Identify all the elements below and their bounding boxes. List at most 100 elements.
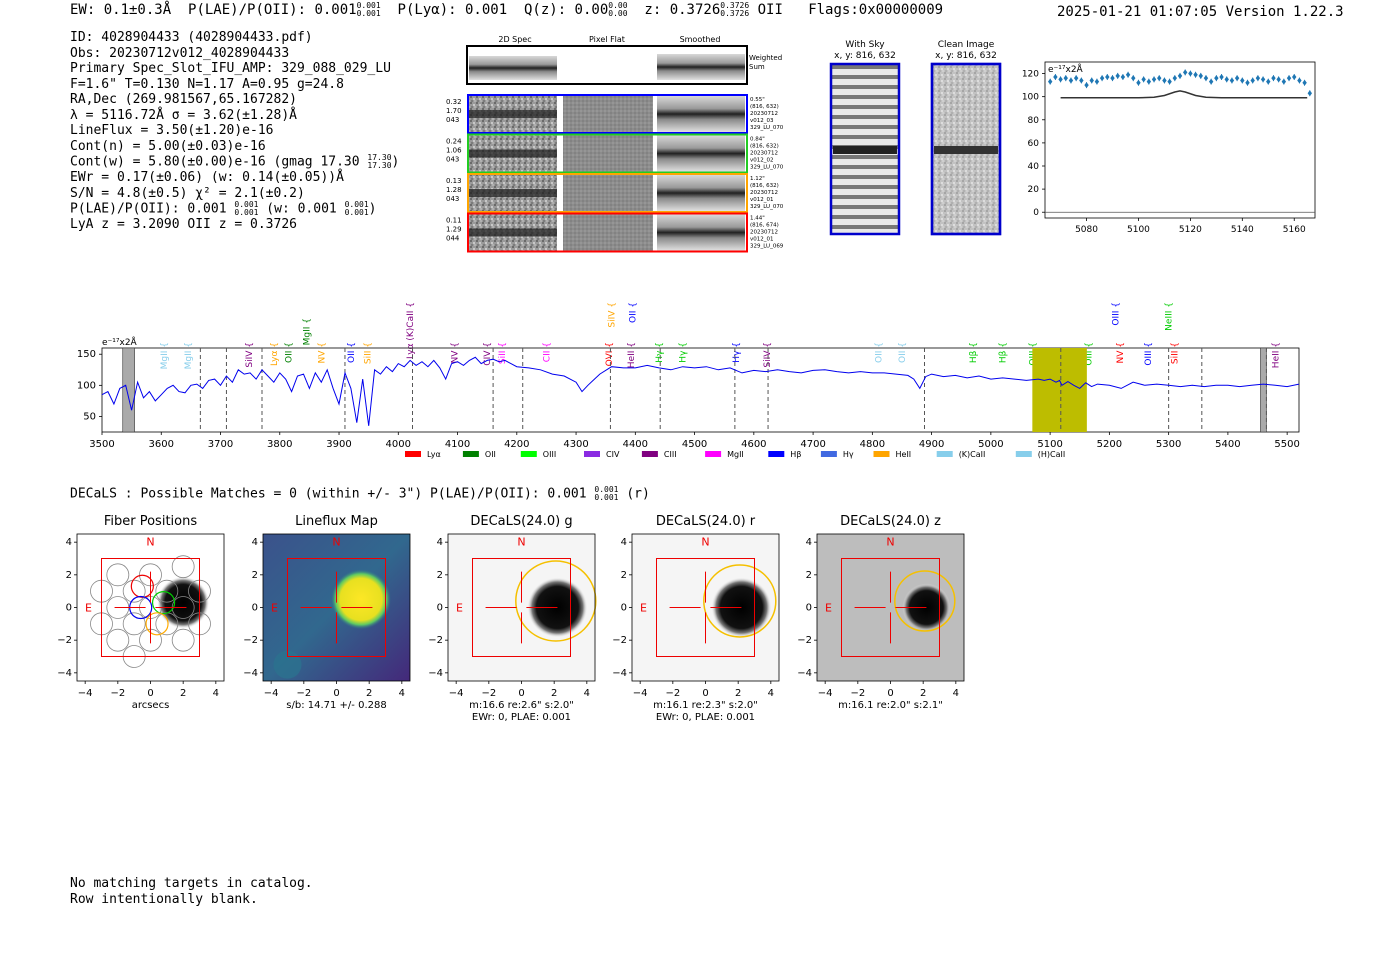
- panel-xtick-label: −2: [110, 688, 125, 699]
- zoom-ytick-label: 20: [1028, 185, 1040, 195]
- header-plae-sup: 0.001: [356, 1, 381, 10]
- zoom-point: [1307, 90, 1313, 97]
- info-lineflux: LineFlux = 3.50(±1.20)e-16: [70, 123, 274, 138]
- panel-ytick-label: 4: [806, 537, 812, 548]
- col-header-pixelflat: Pixel Flat: [589, 35, 625, 44]
- panel-xtick-label: 4: [584, 688, 590, 699]
- cutout-pixelflat: [563, 96, 653, 132]
- spectrum-xtick-label: 4900: [919, 439, 944, 450]
- zoom-ytick-label: 0: [1033, 208, 1039, 218]
- cutout-2dspec-trace: [469, 110, 557, 118]
- zoom-point: [1162, 77, 1167, 84]
- col-header-smoothed: Smoothed: [680, 35, 721, 44]
- info-obs: Obs: 20230712v012_4028904433: [70, 45, 290, 61]
- legend-swatch: [405, 451, 421, 457]
- spectrum-line-label: MgII {: [302, 318, 312, 345]
- fiber-circle: [122, 612, 146, 636]
- fiber-circle: [122, 579, 146, 603]
- panel-ytick-label: 0: [621, 603, 627, 614]
- spectrum-line-label: CII {: [542, 342, 552, 362]
- search-box: [287, 558, 386, 657]
- info-contw-end: ): [391, 154, 400, 170]
- zoom-point: [1224, 76, 1229, 83]
- legend-swatch: [936, 451, 953, 457]
- info-contw-text: Cont(w) = 5.80(±0.00)e-16 (gmag 17.30: [70, 154, 360, 170]
- panel-ytick-label: 2: [66, 570, 72, 581]
- zoom-point: [1063, 75, 1068, 82]
- cutout-row-frame: [467, 173, 748, 213]
- spectrum-line-label: SiII {: [1171, 342, 1181, 364]
- info-contw: Cont(w) = 5.80(±0.00)e-16 (gmag 17.30 17…: [70, 154, 399, 170]
- panel-xtick-label: 4: [953, 688, 959, 699]
- legend-swatch: [462, 451, 479, 457]
- cutout-row-right-label: 329_LU_070: [750, 204, 784, 210]
- north-label: N: [146, 535, 154, 548]
- zoom-xtick-label: 5140: [1231, 225, 1254, 232]
- cutout-row-right-label: 329_LU_070: [750, 125, 784, 131]
- header-plae-sub: 0.001: [356, 9, 381, 18]
- info-sn: S/N = 4.8(±0.5) χ² = 2.1(±0.2): [70, 185, 305, 201]
- header-qz: Q(z): 0.00: [523, 2, 609, 18]
- spectrum-xtick-label: 3700: [208, 439, 233, 450]
- spectrum-xtick-label: 3800: [267, 439, 292, 450]
- spectrum-xtick-label: 3900: [326, 439, 351, 450]
- header-z-sub: 0.3726: [720, 9, 750, 18]
- legend-swatch: [1015, 451, 1032, 457]
- panel-xtick-label: −4: [449, 688, 464, 699]
- clean-image-trace: [934, 146, 998, 154]
- spectrum-xtick-label: 4400: [623, 439, 648, 450]
- lineflux-blob: [331, 569, 391, 630]
- panel-xtick-label: −2: [850, 688, 865, 699]
- cutouts-figure: 2D Spec Pixel Flat Smoothed Weighted Sum…: [446, 35, 1002, 253]
- fiber-circle: [106, 563, 130, 587]
- info-ewr: EWr = 0.17(±0.06) (w: 0.14(±0.05))Å: [70, 170, 344, 185]
- weighted-sum-2d: [469, 56, 557, 80]
- panel-ytick-label: −2: [612, 635, 627, 646]
- legend-label: OIII: [543, 450, 556, 459]
- legend-item: CIV: [584, 450, 620, 459]
- zoom-point: [1193, 71, 1198, 78]
- cutout-row-left-label: 1.70: [446, 107, 462, 115]
- fiber-circle: [171, 628, 195, 652]
- decals-text: DECaLS : Possible Matches = 0 (within +/…: [70, 486, 587, 502]
- panel-1: Fiber Positions N E −4 −4 −2 −2 0 0 2 2 4 4 arcsecs: [57, 514, 225, 711]
- cutout-smoothed: [657, 175, 745, 211]
- legend-label: CIII: [664, 450, 677, 459]
- panel-caption-2: EWr: 0, PLAE: 0.001: [656, 712, 755, 723]
- cutout-row-left-label: 043: [446, 195, 459, 203]
- panel-ytick-label: 4: [66, 537, 72, 548]
- zoom-point: [1234, 75, 1240, 82]
- zoom-point: [1266, 78, 1271, 85]
- timestamp: 2025-01-21 01:07:05 Version 1.22.3: [1057, 4, 1344, 20]
- panel-caption: arcsecs: [132, 700, 170, 711]
- zoom-point: [1302, 79, 1307, 86]
- east-label: E: [825, 602, 832, 615]
- cutout-row-left-label: 043: [446, 156, 459, 164]
- cutout-row-right-label: 20230712: [750, 230, 778, 236]
- zoom-chart: e⁻¹⁷x2Å 0 20 40 60 80 100 120 5080 5100 5120 5140 5…: [1022, 61, 1316, 232]
- legend-item: MgII: [705, 450, 744, 459]
- cutout-row-right-label: (816, 632): [750, 183, 779, 189]
- cutout-row-left-label: 1.29: [446, 226, 462, 234]
- cutout-row-right-label: 0.84": [750, 137, 765, 143]
- decals-end: (r): [626, 486, 650, 502]
- panel-ytick-label: −4: [612, 668, 627, 679]
- spectrum-xtick-label: 4200: [504, 439, 529, 450]
- legend-swatch: [768, 451, 785, 457]
- zoom-point: [1203, 75, 1209, 82]
- east-label: E: [85, 602, 92, 615]
- info-plae-sup: 0.001: [234, 200, 259, 209]
- cutout-row-left-label: 043: [446, 116, 459, 124]
- with-sky-trace: [833, 146, 897, 154]
- legend-item: (H)CaII: [1015, 450, 1065, 459]
- header-plya: P(Lyα): 0.001: [397, 2, 508, 18]
- panel-xtick-label: 2: [920, 688, 926, 699]
- zoom-point: [1198, 72, 1203, 79]
- zoom-point: [1281, 78, 1287, 85]
- map-patch: [273, 650, 302, 679]
- col-header-2dspec: 2D Spec: [498, 35, 531, 44]
- zoom-point: [1089, 77, 1094, 84]
- with-sky-xy: x, y: 816, 632: [834, 51, 896, 61]
- north-label: N: [701, 535, 709, 548]
